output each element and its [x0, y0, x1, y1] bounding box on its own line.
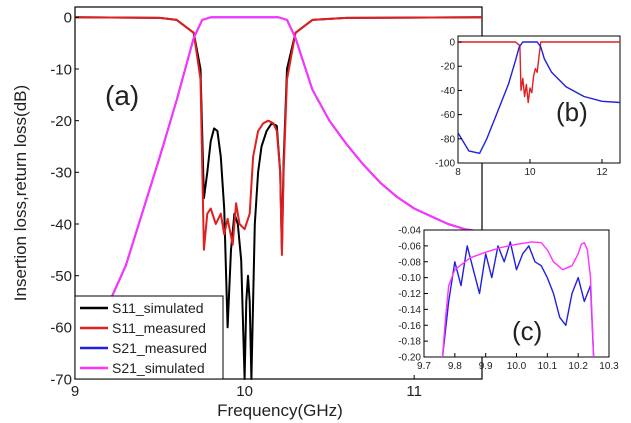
main-series-group [74, 16, 483, 380]
panel-label-b: (b) [556, 97, 588, 127]
main-ytick-label: -50 [50, 268, 72, 285]
inset_c-xtick-label: 10.2 [568, 361, 588, 372]
inset_c-ytick-label: -0.08 [398, 257, 421, 268]
inset_b-xtick-label: 8 [455, 167, 461, 178]
inset_c-ytick-label: -0.10 [398, 273, 421, 284]
inset_c-xtick-label: 9.8 [448, 361, 462, 372]
inset_b-ytick-label: -100 [435, 159, 455, 170]
y-axis-label: Insertion loss,return loss(dB) [11, 85, 30, 301]
inset_b-xtick-label: 10 [524, 167, 536, 178]
main-plot-frame [74, 6, 483, 380]
main-ytick-label: 0 [64, 10, 72, 27]
legend-box [74, 295, 224, 380]
main-ytick-label: -40 [50, 216, 72, 233]
main-x-axis: 9 10 11 [71, 375, 422, 400]
inset_b-xtick-label: 12 [596, 167, 608, 178]
main-xtick-label: 9 [71, 383, 79, 400]
inset_b-ytick-label: -40 [441, 86, 456, 97]
inset_b-series-s11 [458, 41, 620, 104]
main-xtick-label: 10 [236, 383, 253, 400]
main-ytick-label: -10 [50, 61, 72, 78]
inset_c-xtick-label: 9.9 [479, 361, 493, 372]
legend-items: S11_simulated S11_measured S21_measured S21… [80, 300, 207, 376]
inset_c-xtick-label: 10.3 [599, 361, 619, 372]
inset-c-series-group [441, 241, 595, 358]
panel-label-a: (a) [105, 80, 139, 111]
inset_c-ytick-label: -0.16 [398, 321, 421, 332]
x-axis-label: Frequency(GHz) [217, 401, 343, 420]
main-ytick-label: -30 [50, 165, 72, 182]
main-xtick-label: 11 [406, 383, 422, 400]
main-ytick-label: -70 [50, 371, 72, 388]
inset_c-ytick-label: -0.20 [398, 353, 421, 364]
main-series-s11-measured [74, 16, 483, 256]
main-ytick-label: -20 [50, 113, 72, 130]
main-plot: 0 -10 -20 -30 -40 -50 -60 -70 9 10 11 (a) Frequen… [11, 6, 483, 420]
main-ytick-label: -60 [50, 320, 72, 337]
inset_c-ytick-label: -0.12 [398, 289, 421, 300]
inset_c-ytick-label: -0.14 [398, 305, 421, 316]
inset_b-ytick-label: -20 [441, 62, 456, 73]
inset_c-xtick-label: 9.7 [417, 361, 431, 372]
inset_c-ytick-label: -0.04 [398, 226, 421, 237]
panel-label-c: (c) [512, 316, 542, 346]
inset-c-frame [423, 229, 610, 358]
legend-label-s21-simulated: S21_simulated [112, 360, 205, 376]
inset_b-ytick-label: -60 [441, 110, 456, 121]
legend-label-s11-measured: S11_measured [112, 320, 206, 336]
inset_c-series-s21-simulated [441, 241, 595, 358]
main-series-s21-simulated [74, 16, 483, 380]
inset_c-series-s21-measured [441, 241, 595, 358]
inset_c-ytick-label: -0.18 [398, 337, 421, 348]
inset-b-series-group [457, 41, 621, 155]
inset-c-axes: -0.04 -0.06 -0.08 -0.10 -0.12 -0.14 -0.16 -0.18… [398, 226, 619, 373]
legend-label-s21-measured: S21_measured [112, 340, 207, 356]
inset_b-ytick-label: 0 [449, 38, 455, 49]
inset_c-ytick-label: -0.06 [398, 241, 421, 252]
legend: S11_simulated S11_measured S21_measured S21… [74, 295, 224, 380]
inset_b-series-s21 [457, 41, 621, 155]
legend-label-s11-simulated: S11_simulated [112, 300, 204, 316]
inset_c-xtick-label: 10.1 [538, 361, 558, 372]
inset-c: -0.04 -0.06 -0.08 -0.10 -0.12 -0.14 -0.16 -0.18… [398, 226, 619, 373]
inset_b-ytick-label: -80 [441, 134, 456, 145]
inset_c-xtick-label: 10.0 [507, 361, 527, 372]
